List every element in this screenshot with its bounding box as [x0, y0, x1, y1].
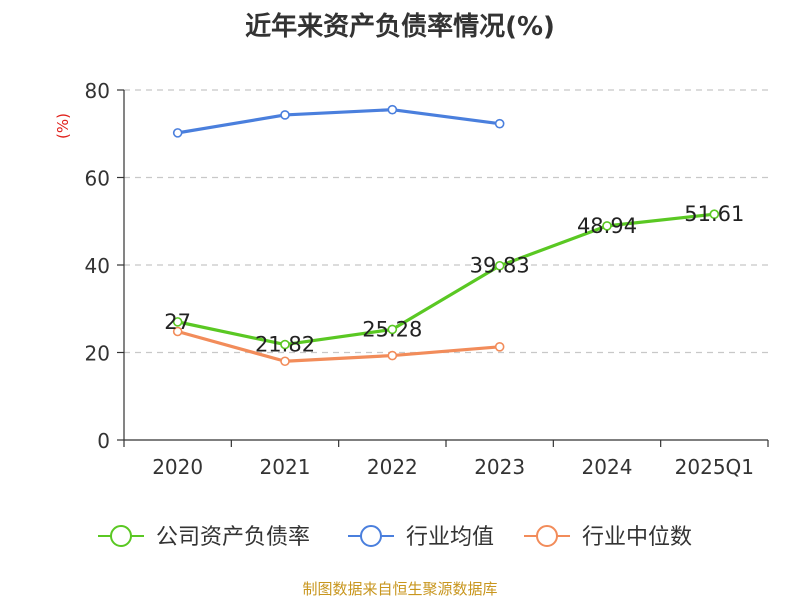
x-tick-label: 2023: [474, 455, 525, 479]
data-label: 21.82: [255, 333, 315, 357]
x-tick-label: 2020: [152, 455, 203, 479]
y-tick-label: 0: [97, 429, 110, 453]
grid-lines: [124, 89, 768, 354]
data-label: 51.61: [684, 202, 744, 226]
data-label: 25.28: [362, 317, 422, 341]
legend-marker: [110, 525, 132, 547]
y-tick-label: 40: [85, 254, 110, 278]
x-tick-label: 2024: [582, 455, 633, 479]
series-line: [177, 108, 500, 135]
data-point: [280, 339, 290, 350]
data-point: [172, 128, 183, 138]
data-point: [387, 104, 398, 115]
axes: 0 20 40 60 80 (%) 2020 2021 2022 2023 2024 2025Q1: [54, 79, 769, 479]
series-line: [177, 212, 715, 347]
y-tick-label: 60: [85, 167, 110, 191]
data-point: [494, 260, 505, 271]
data-labels: 27 21.82 25.28 39.83 48.94 51.61: [164, 202, 744, 356]
x-tick-label: 2022: [367, 455, 418, 479]
data-label: 48.94: [577, 214, 637, 238]
y-tick-label: 80: [85, 79, 110, 103]
data-point: [709, 209, 720, 220]
data-point: [280, 356, 290, 367]
legend-label: 行业中位数: [582, 525, 692, 550]
data-point: [172, 326, 183, 337]
legend: 公司资产负债率 行业均值 行业中位数: [98, 525, 692, 550]
data-label: 39.83: [470, 254, 530, 278]
legend-label: 公司资产负债率: [156, 525, 310, 550]
data-point: [387, 350, 398, 361]
legend-marker: [360, 525, 382, 547]
source-footer: 制图数据来自恒生聚源数据库: [302, 580, 498, 598]
series-lines: [172, 104, 720, 367]
legend-label: 行业均值: [406, 525, 494, 550]
chart-title: 近年来资产负债率情况(%): [245, 12, 555, 42]
legend-marker: [536, 525, 558, 547]
x-tick-label: 2021: [260, 455, 311, 479]
y-axis-label: (%): [54, 113, 72, 139]
data-point: [280, 110, 290, 120]
data-point: [387, 324, 398, 335]
data-point: [602, 221, 612, 231]
data-label: 27: [164, 310, 191, 334]
data-point: [494, 118, 505, 129]
x-tick-label: 2025Q1: [675, 455, 754, 479]
series-line: [177, 329, 500, 363]
y-tick-label: 20: [85, 342, 110, 366]
data-point: [172, 317, 183, 327]
data-point: [494, 342, 505, 352]
